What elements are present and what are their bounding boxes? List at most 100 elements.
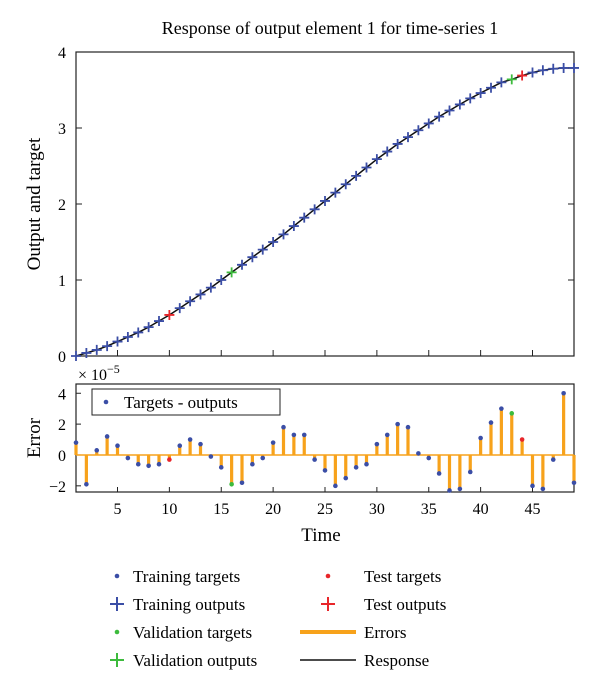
response-y-tick-label: 4 (58, 45, 66, 62)
training-output-marker (237, 259, 247, 270)
error-target-point (146, 463, 151, 469)
error-target-point (519, 437, 525, 442)
error-target-point (73, 440, 79, 445)
response-series (71, 62, 579, 361)
error-target-point (509, 411, 515, 416)
training-output-marker (527, 67, 538, 78)
error-target-point (540, 486, 546, 492)
chart-legend: Training targets Training outputs Valida… (110, 567, 446, 670)
error-target-point (343, 475, 349, 481)
training-output-marker (330, 187, 341, 198)
training-output-marker (413, 125, 424, 136)
error-target-point (333, 483, 338, 489)
response-y-tick-label: 2 (58, 197, 66, 214)
error-target-point (561, 390, 566, 396)
error-y-tick-label: 0 (58, 448, 66, 465)
error-exponent-label: × 10−5 (78, 362, 120, 384)
legend-validation-targets-marker (114, 629, 120, 635)
training-output-marker (122, 332, 133, 342)
error-target-point (125, 455, 131, 461)
error-target-point (84, 481, 89, 487)
legend-errors-label: Errors (364, 623, 406, 642)
error-target-point (177, 443, 183, 449)
error-target-point (447, 488, 452, 493)
legend-validation-outputs-marker (110, 653, 124, 667)
training-output-marker (185, 296, 196, 307)
legend-validation-targets-label: Validation targets (133, 623, 252, 642)
error-target-point (322, 468, 328, 473)
error-target-point (187, 437, 193, 442)
training-output-marker (143, 322, 154, 333)
training-output-marker (351, 170, 362, 181)
training-output-marker (102, 341, 113, 352)
error-target-point (312, 457, 317, 462)
training-output-marker (444, 105, 455, 116)
legend-training-targets-marker (114, 573, 120, 579)
training-output-marker (320, 195, 330, 206)
training-output-marker (465, 93, 476, 104)
error-target-point (571, 480, 577, 486)
training-output-marker (288, 221, 299, 232)
error-y-tick-label: −2 (49, 479, 66, 496)
response-y-tick-label: 3 (58, 121, 66, 138)
training-output-marker (278, 229, 289, 240)
error-target-point (94, 448, 100, 453)
legend-response-label: Response (364, 651, 429, 670)
training-output-marker (247, 252, 258, 263)
legend-training-outputs-label: Training outputs (133, 595, 245, 614)
response-y-tick-label: 1 (58, 273, 66, 290)
training-output-marker (195, 289, 206, 300)
error-target-point (239, 480, 245, 486)
error-x-tick-label: 5 (114, 501, 122, 518)
error-target-point (384, 432, 390, 438)
legend-validation-outputs-label: Validation outputs (133, 651, 257, 670)
training-output-marker (268, 237, 279, 247)
error-target-point (301, 432, 307, 438)
error-target-point (250, 461, 255, 467)
training-output-marker (71, 351, 81, 361)
error-target-point (156, 461, 162, 467)
training-output-marker (382, 146, 393, 157)
training-output-marker (569, 62, 579, 73)
error-target-point (426, 455, 432, 461)
test-output-marker (517, 70, 528, 81)
error-target-point (488, 420, 494, 425)
legend-training-targets-label: Training targets (133, 567, 240, 586)
training-output-marker (423, 118, 434, 129)
training-output-marker (434, 111, 445, 122)
legend-test-targets-marker (325, 573, 331, 579)
error-target-point (260, 455, 266, 461)
error-y-tick-label: 4 (58, 386, 66, 403)
error-series (73, 390, 577, 493)
error-target-point (115, 443, 120, 449)
training-output-marker (81, 347, 92, 358)
error-target-point (550, 457, 556, 462)
training-output-marker (154, 316, 164, 327)
error-legend-marker (103, 399, 109, 405)
training-output-marker (403, 132, 413, 143)
training-output-marker (361, 162, 372, 173)
error-target-point (416, 451, 421, 456)
validation-output-marker (226, 267, 237, 278)
response-y-label: Output and target (24, 137, 45, 270)
training-output-marker (174, 303, 185, 314)
error-target-point (198, 441, 203, 447)
error-target-point (436, 471, 442, 476)
error-x-tick-label: 10 (161, 501, 177, 518)
legend-training-outputs-marker (110, 597, 124, 611)
error-x-tick-label: 20 (265, 501, 281, 518)
training-output-marker (112, 336, 123, 347)
training-output-marker (558, 62, 569, 73)
training-output-marker (309, 204, 320, 215)
test-output-marker (164, 309, 175, 320)
training-output-marker (454, 99, 465, 110)
error-x-tick-label: 35 (421, 501, 437, 518)
error-legend-label: Targets - outputs (124, 393, 238, 412)
error-x-tick-label: 45 (525, 501, 541, 518)
error-target-point (135, 461, 141, 467)
error-x-tick-label: 25 (317, 501, 333, 518)
training-output-marker (548, 63, 559, 74)
response-y-tick-label: 0 (58, 349, 66, 366)
training-output-marker (496, 77, 507, 88)
